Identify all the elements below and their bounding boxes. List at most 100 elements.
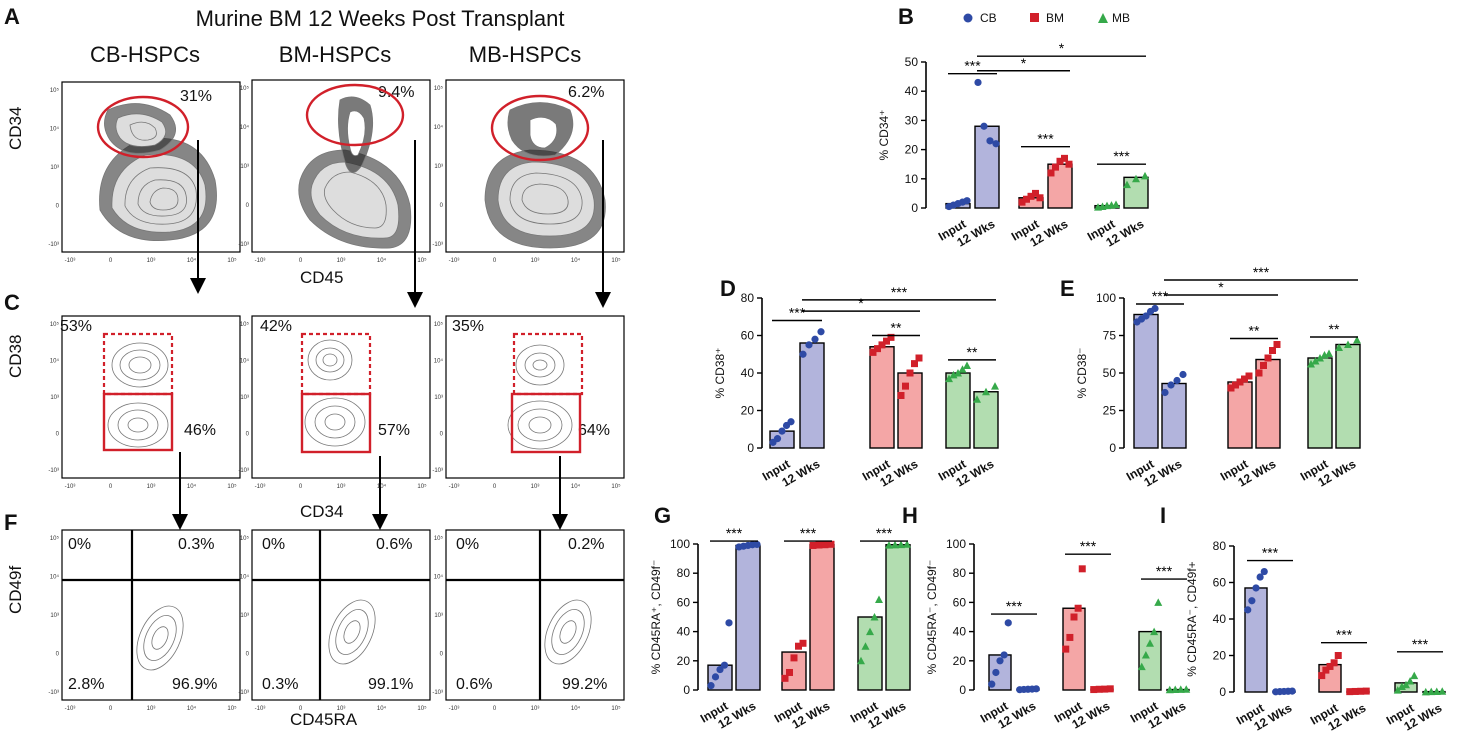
data-point [790,654,798,662]
bar-cb-12wks [799,342,825,449]
data-point [973,395,981,403]
data-point [1047,169,1055,177]
data-point [1018,198,1026,206]
flow-x-tick: 10⁵ [227,705,237,712]
flow-y-tick: 10⁵ [434,321,444,328]
significance-label: *** [726,525,743,541]
flow-y-tick: -10³ [432,242,443,248]
data-point [954,369,962,377]
legend-label-mb: MB [1112,11,1130,25]
data-point [1146,639,1154,647]
panel-letter-f: F [4,510,18,535]
data-point [1402,680,1410,689]
data-point [915,354,923,362]
flow-x-tick: 0 [493,484,497,490]
legend-marker-bm [1030,13,1039,22]
y-tick-label: 30 [905,113,919,127]
flow-y-tick: 0 [440,432,444,438]
flow-plot-row1-cb [61,81,241,294]
data-point [903,540,911,548]
data-point [716,665,724,674]
data-point [1027,192,1035,200]
significance-label: *** [1412,636,1429,652]
flow-plot-row1-bm [251,79,431,308]
data-point [1335,343,1343,351]
density-contours [107,342,169,448]
bar-mb-input [1138,630,1162,691]
y-axis-label: % CD45RA⁻, CD49f⁻ [925,560,939,675]
data-point [1141,650,1150,659]
data-point [897,392,905,399]
flow-x-tick: -10³ [65,484,76,490]
data-point [1078,565,1086,573]
flow-x-tick: 10³ [337,258,346,264]
data-point [1173,376,1181,385]
bar-mb-12wks [1123,176,1149,209]
flow-x-tick: -10³ [255,706,266,712]
panel-letter-i: I [1160,503,1167,528]
flow-y-tick: 10⁴ [50,358,60,365]
data-point [1252,584,1260,592]
bar-mb-12wks [1422,690,1446,694]
y-axis-label: % CD34⁺ [877,109,891,160]
legend-label-cb: CB [980,11,997,25]
y-tick-label: 80 [677,566,691,580]
significance-label: *** [789,305,806,321]
flow-y-tick: 10⁴ [50,126,60,133]
flow-y-tick: 10³ [240,164,249,170]
row3-br-pct-mb: 99.2% [562,676,608,693]
bar-mb-12wks [885,544,911,691]
data-point [1410,671,1419,680]
data-point [1066,633,1074,641]
density-contours [99,103,217,241]
y-axis-label: % CD45RA⁺, CD49f⁻ [649,560,663,675]
data-point [795,642,802,650]
gate-cd38-low [510,392,582,454]
data-point [982,387,990,396]
flow-y-tick: 10³ [50,613,59,619]
flow-x-tick: 0 [109,258,113,264]
flow-x-tick: 0 [299,706,303,712]
data-point [1260,567,1268,576]
gate-cd38-high [300,332,372,396]
data-point [891,540,899,549]
flow-y-tick: 10⁴ [434,358,444,365]
density-contours [328,599,376,665]
flow-y-tick: 10⁵ [434,535,444,542]
y-tick-label: 60 [953,595,967,609]
flow-x-tick: 10⁵ [611,257,621,264]
y-tick-label: 40 [953,625,967,639]
data-point [799,350,807,358]
row3-tr-pct-cb: 0.3% [178,536,215,553]
row2-top-pct-mb: 35% [452,318,485,335]
data-point [1245,372,1253,380]
significance-label: * [858,295,864,311]
row2-x-label: CD34 [300,502,344,521]
flow-x-tick: 10⁴ [571,483,581,490]
bar-mb-12wks [1166,688,1190,692]
flow-x-tick: -10³ [65,706,76,712]
flow-y-tick: 10³ [240,613,249,619]
y-tick-label: 60 [677,595,691,609]
bar-mb-input [1307,357,1333,449]
y-tick-label: 100 [1096,291,1116,305]
density-contours [298,96,412,249]
data-point [725,619,733,627]
gate-cd38-low [102,392,174,452]
figure-title: Murine BM 12 Weeks Post Transplant [195,6,565,31]
flow-plot-row2-bm [251,315,431,530]
flow-x-tick: 10⁴ [377,705,387,712]
data-point [1004,619,1012,627]
y-axis-label: % CD38⁺ [713,347,727,398]
flow-plot-row3-bm [251,529,431,701]
data-point [945,374,953,383]
flow-y-tick: 10³ [50,165,59,171]
flow-y-tick: 10³ [240,395,249,401]
y-tick-label: 20 [677,654,691,668]
flow-x-tick: 10⁵ [611,483,621,490]
flow-y-tick: 0 [246,652,250,658]
data-point [1176,685,1185,693]
data-point [805,341,813,349]
data-point [980,122,988,130]
